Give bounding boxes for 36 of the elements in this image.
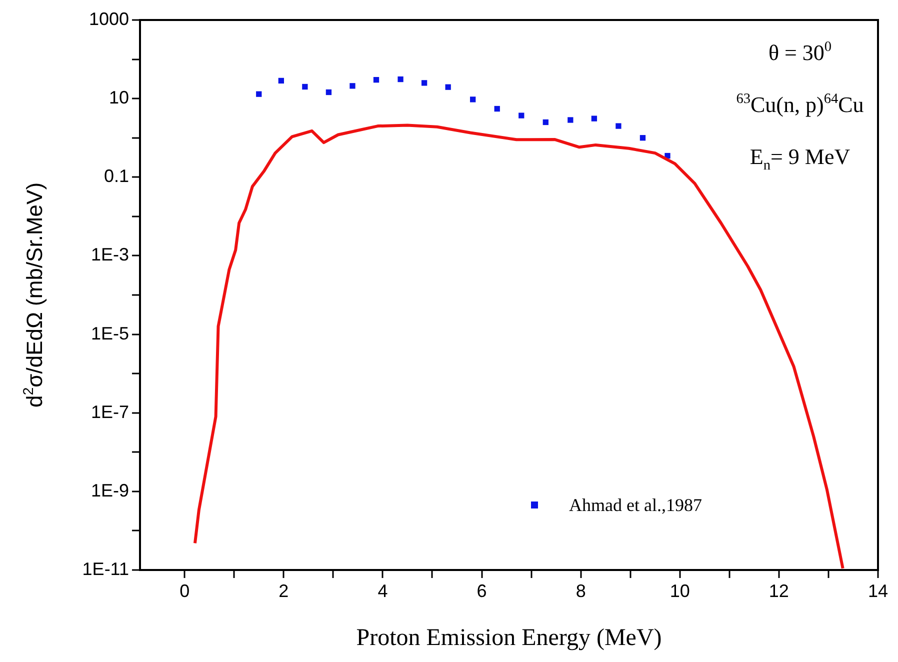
- legend-label: Ahmad et al.,1987: [569, 495, 702, 515]
- y-axis-title: d2σ/dEdΩ (mb/Sr.MeV): [21, 182, 47, 408]
- point: [398, 76, 404, 82]
- point: [640, 135, 646, 141]
- y-tick-label: 1E-7: [90, 402, 129, 422]
- point: [326, 89, 332, 96]
- point: [591, 116, 598, 122]
- point: [278, 78, 284, 84]
- point: [542, 119, 548, 126]
- point: [445, 84, 451, 90]
- point: [302, 84, 308, 90]
- x-tick-label: 4: [378, 580, 388, 601]
- y-tick-label: 10: [108, 88, 129, 108]
- y-tick-label: 1E-9: [90, 480, 129, 500]
- point: [256, 91, 262, 97]
- y-tick-label: 1E-11: [82, 558, 129, 579]
- x-tick-label: 14: [868, 580, 888, 601]
- point: [470, 96, 476, 102]
- x-tick-label: 12: [768, 580, 789, 601]
- point: [421, 80, 428, 86]
- x-tick-label: 2: [278, 580, 289, 601]
- x-tick-label: 0: [180, 580, 190, 601]
- point: [494, 106, 500, 112]
- point: [518, 112, 524, 118]
- y-tick-label: 1E-3: [90, 244, 129, 265]
- x-axis-title: Proton Emission Energy (MeV): [356, 625, 662, 651]
- y-tick-label: 1E-5: [90, 323, 129, 344]
- y-tick-label: 1000: [88, 8, 129, 29]
- x-tick-label: 10: [670, 580, 690, 601]
- y-tick-label: 0.1: [104, 166, 129, 186]
- x-tick-label: 6: [476, 580, 487, 601]
- point: [373, 77, 380, 83]
- x-tick-label: 8: [576, 580, 586, 601]
- point: [350, 83, 356, 89]
- point: [616, 123, 622, 129]
- point: [568, 117, 574, 123]
